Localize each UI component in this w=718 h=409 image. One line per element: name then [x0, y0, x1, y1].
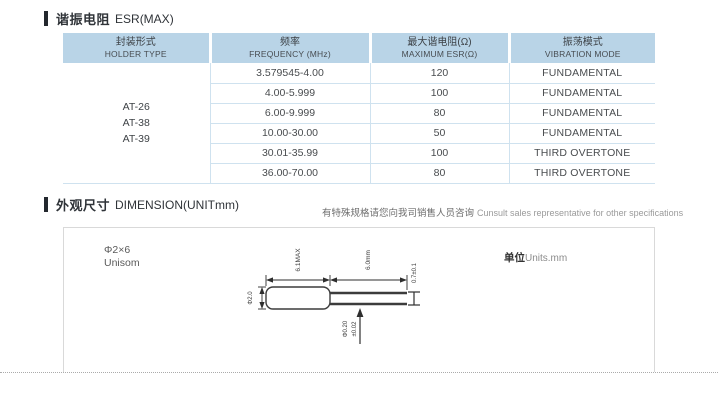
arrowhead-icon [323, 277, 330, 283]
header-en: MAXIMUM ESR(Ω) [401, 49, 478, 59]
table-row: 4.00-5.999 100 FUNDAMENTAL [63, 82, 655, 103]
frequency-cell: 30.01-35.99 [209, 142, 370, 163]
crystal-body [265, 286, 331, 310]
arrowhead-icon [266, 277, 273, 283]
esr-cell: 80 [369, 102, 509, 123]
frequency-cell: 6.00-9.999 [209, 102, 370, 123]
lead-diameter-tolerance-label: ±0.02 [352, 321, 358, 337]
header-zh: 封装形式 [115, 37, 156, 48]
col-header-frequency: 频率 FREQUENCY (MHz) [208, 33, 370, 63]
mode-cell: FUNDAMENTAL [508, 82, 655, 103]
lead-diameter-label: Φ0.20 [343, 320, 349, 337]
table-row: AT-26 AT-38 AT-39 3.579545-4.00 120 FUND… [63, 63, 655, 184]
body-length-dimension [265, 275, 331, 286]
lead-length-dimension [333, 275, 408, 290]
header-en: HOLDER TYPE [104, 49, 167, 59]
frequency-cell: 10.00-30.00 [209, 122, 370, 143]
body-diameter-label: Φ2.0 [248, 291, 254, 305]
mode-cell: FUNDAMENTAL [508, 122, 655, 143]
esr-cell: 100 [369, 82, 509, 103]
header-en: VIBRATION MODE [544, 49, 621, 59]
holder-type: AT-38 [122, 116, 150, 129]
section-title-zh: 谐振电阻 [56, 12, 111, 27]
esr-table: 封装形式 HOLDER TYPE 频率 FREQUENCY (MHz) 最大谐电… [63, 33, 655, 184]
table-row: 10.00-30.00 50 FUNDAMENTAL [63, 122, 655, 143]
col-header-max-esr: 最大谐电阻(Ω) MAXIMUM ESR(Ω) [368, 33, 509, 63]
table-row: 36.00-70.00 80 THIRD OVERTONE [63, 162, 655, 184]
mode-cell: THIRD OVERTONE [508, 142, 655, 163]
dimension-diagram-box: Φ2×6 Unisom 单位Units.mm 6.1MAX [63, 227, 655, 372]
esr-cell: 80 [369, 162, 509, 184]
mode-cell: THIRD OVERTONE [508, 162, 655, 184]
header-zh: 振荡模式 [562, 37, 603, 48]
crystal-dimension-drawing: 6.1MAX 6.0mm Φ2.0 [248, 248, 420, 344]
col-header-holder-type: 封装形式 HOLDER TYPE [63, 33, 210, 63]
col-header-vibration-mode: 振荡模式 VIBRATION MODE [507, 33, 655, 63]
section-dimension-header: 外观尺寸 DIMENSION(UNITmm) [44, 195, 239, 214]
units-label: 单位Units.mm [504, 250, 567, 265]
units-zh: 单位 [504, 252, 525, 264]
model-size: Φ2×6 [104, 244, 131, 256]
mode-cell: FUNDAMENTAL [508, 63, 655, 83]
note-en: Cunsult sales representative for other s… [477, 208, 684, 218]
frequency-cell: 4.00-5.999 [209, 82, 370, 103]
special-spec-note: 有特殊规格请您向我司销售人员咨询 Cunsult sales representa… [322, 203, 702, 221]
table-row: 30.01-35.99 100 THIRD OVERTONE [63, 142, 655, 163]
note-zh: 有特殊规格请您向我司销售人员咨询 [322, 208, 475, 219]
frequency-cell: 3.579545-4.00 [209, 63, 370, 83]
page-divider [0, 372, 718, 373]
holder-type: AT-26 [122, 100, 150, 113]
esr-cell: 50 [369, 122, 509, 143]
lead-length-label: 6.0mm [365, 250, 372, 270]
mode-cell: FUNDAMENTAL [508, 102, 655, 123]
table-header-row: 封装形式 HOLDER TYPE 频率 FREQUENCY (MHz) 最大谐电… [63, 33, 655, 63]
section-title-zh: 外观尺寸 [56, 198, 111, 213]
arrowhead-icon [330, 277, 337, 283]
header-en: FREQUENCY (MHz) [249, 49, 331, 59]
units-en: Units.mm [525, 253, 568, 264]
esr-cell: 100 [369, 142, 509, 163]
holder-type-cell: AT-26 AT-38 AT-39 [63, 63, 210, 184]
esr-cell: 120 [369, 63, 509, 83]
section-title-en: DIMENSION(UNITmm) [115, 197, 239, 212]
header-zh: 最大谐电阻(Ω) [407, 37, 472, 48]
model-label: Φ2×6 Unisom [104, 244, 140, 270]
arrowhead-icon [259, 287, 265, 294]
lead-spacing-dimension [408, 291, 420, 306]
frequency-cell: 36.00-70.00 [209, 162, 370, 184]
header-zh: 频率 [280, 37, 300, 48]
body-length-label: 6.1MAX [295, 248, 302, 272]
arrowhead-icon [356, 308, 364, 317]
lead-spacing-label: 0.7±0.1 [412, 262, 418, 283]
holder-type: AT-39 [122, 132, 150, 145]
arrowhead-icon [259, 302, 265, 309]
arrowhead-icon [400, 277, 407, 283]
model-name: Unisom [104, 257, 140, 269]
table-row: 6.00-9.999 80 FUNDAMENTAL [63, 102, 655, 123]
section-title-en: ESR(MAX) [115, 11, 174, 26]
section-accent-bar [44, 11, 48, 26]
section-accent-bar [44, 197, 48, 212]
section-esr-header: 谐振电阻 ESR(MAX) [44, 9, 174, 28]
